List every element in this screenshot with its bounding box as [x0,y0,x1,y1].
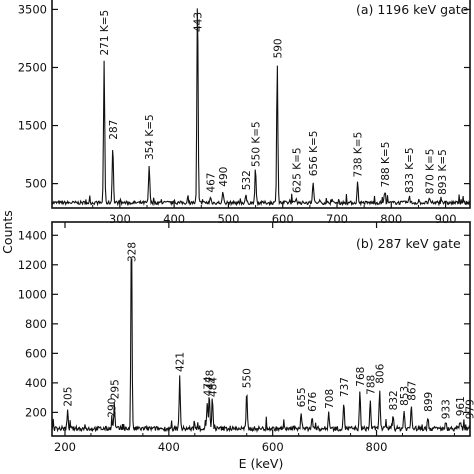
peak-label: 893 K=5 [437,149,449,195]
panel-a: 500 1500 2500 3500 300 400 500 600 700 800 900 271 … [0,0,471,254]
peak-label: 655 [296,387,308,407]
peak-label: 788 K=5 [380,142,392,188]
peak-label: 832 [388,390,400,410]
peak-label: 961 [455,396,467,416]
y-tick-label: 400 [25,376,47,390]
y-tick-label: 2500 [18,60,47,74]
peak-label: 708 [324,389,336,409]
peak-label: 490 [218,167,230,187]
x-tick-label: 700 [326,212,348,226]
y-tick-label: 1500 [18,119,47,133]
peak-label: 979 [464,399,474,419]
peak-label: 656 K=5 [308,131,320,177]
x-tick-label: 600 [272,212,294,226]
peak-label: 484 [207,377,219,397]
peak-label: 899 [423,392,435,412]
peak-label: 737 [339,377,351,397]
peak-label: 532 [241,170,253,190]
peak-label: 738 K=5 [353,132,365,178]
peak-label: 867 [406,381,418,401]
x-tick-label: 600 [262,440,284,454]
x-axis-label: E (keV) [239,456,284,471]
y-tick-label: 1000 [18,287,47,301]
panel-title: (b) 287 keV gate [356,236,461,251]
panel-title: (a) 1196 keV gate [356,2,469,17]
y-tick-label: 200 [25,405,47,419]
peak-label: 478 [204,370,216,390]
x-tick-label: 400 [158,440,180,454]
x-tick-label: 900 [435,212,457,226]
peak-label: 550 K=5 [251,121,263,167]
peak-label: 853 [399,386,411,406]
peak-label: 354 K=5 [144,114,156,160]
x-tick-label: 200 [54,440,76,454]
peak-label: 295 [109,379,121,399]
x-tick-label: 400 [163,212,185,226]
peak-label: 870 K=5 [424,149,436,195]
y-tick-label: 1400 [18,228,47,242]
peak-label: 287 [108,120,120,140]
peak-label: 205 [63,387,75,407]
panel-b: 200 400 600 800 1000 1200 1400 200 400 600 800 205 2… [18,221,474,471]
x-tick-label: 300 [109,212,131,226]
peak-label: 443 [192,12,204,32]
peak-label: 788 [365,375,377,395]
y-tick-label: 500 [25,177,47,191]
peak-label: 625 K=5 [291,147,303,193]
peak-label: 290 [107,398,119,418]
x-tick-label: 800 [380,212,402,226]
peak-label: 806 [375,363,387,383]
x-tick-label: 500 [217,212,239,226]
plot-frame [51,0,471,209]
y-tick-label: 800 [25,317,47,331]
x-tick-label: 800 [366,440,388,454]
peak-label: 833 K=5 [404,147,416,193]
y-tick-label: 600 [25,346,47,360]
peak-label: 768 [355,367,367,387]
y-tick-label: 3500 [18,2,47,16]
y-tick-label: 1200 [18,258,47,272]
peak-label: 421 [175,352,187,372]
peak-label: 933 [441,399,453,419]
peak-label: 467 [206,173,218,193]
peak-label: 676 [307,391,319,411]
peak-label: 474 [202,376,214,396]
peak-label: 550 [242,368,254,388]
peak-label: 590 [272,38,284,58]
y-axis-label: Counts [0,210,15,254]
plot-frame [51,221,471,437]
spectrum-line [51,8,471,207]
peak-label: 271 K=5 [99,10,111,56]
peak-label: 328 [126,242,138,262]
spectrum-line [51,258,471,433]
